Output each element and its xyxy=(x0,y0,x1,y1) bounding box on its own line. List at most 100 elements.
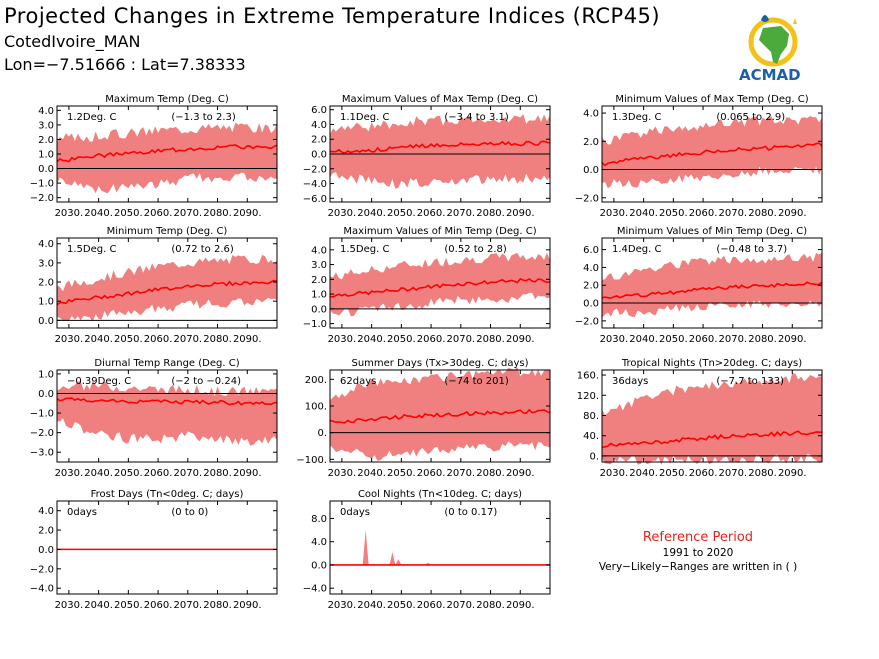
x-tick-label: 2040. xyxy=(629,334,658,345)
y-tick-label: −100. xyxy=(296,455,327,466)
x-tick-label: 2030. xyxy=(328,468,357,479)
x-tick-label: 2030. xyxy=(600,468,629,479)
y-tick-label: −6.0 xyxy=(303,194,327,205)
likely-range-band xyxy=(57,122,277,194)
y-tick-label: −3.0 xyxy=(30,448,54,459)
median-series-line xyxy=(329,277,551,298)
y-tick-label: 0.0 xyxy=(583,165,599,176)
likely-range-label: (−1.3 to 2.3) xyxy=(171,112,235,123)
median-series-line xyxy=(601,142,823,167)
y-tick-label: −2.0 xyxy=(30,428,54,439)
y-tick-label: 0.0 xyxy=(311,150,327,161)
x-tick-label: 2080. xyxy=(748,334,777,345)
median-series-line xyxy=(329,140,551,154)
x-tick-label: 2060. xyxy=(689,468,718,479)
plot-frame xyxy=(329,369,551,463)
x-tick-label: 2080. xyxy=(203,600,232,611)
y-tick-label: 4.0 xyxy=(583,263,599,274)
y-tick-label: 3.0 xyxy=(311,260,327,271)
x-tick-label: 2080. xyxy=(748,468,777,479)
y-tick-label: 0. xyxy=(317,428,327,439)
x-tick-label: 2050. xyxy=(659,468,688,479)
y-tick-label: 100. xyxy=(305,402,327,413)
x-tick-label: 2080. xyxy=(203,334,232,345)
y-tick-label: 2.0 xyxy=(583,137,599,148)
x-tick-label: 2070. xyxy=(173,600,202,611)
y-tick-label: 200. xyxy=(305,375,327,386)
panel-title: Frost Days (Tn<0deg. C; days) xyxy=(91,489,244,500)
x-tick-label: 2050. xyxy=(114,600,143,611)
x-tick-label: 2060. xyxy=(417,208,446,219)
x-tick-label: 2090. xyxy=(778,208,807,219)
x-tick-label: 2050. xyxy=(659,208,688,219)
y-tick-label: 0.0 xyxy=(311,560,327,571)
x-tick-label: 2050. xyxy=(114,468,143,479)
y-tick-label: 2.0 xyxy=(38,526,54,537)
x-tick-label: 2040. xyxy=(357,468,386,479)
x-tick-label: 2050. xyxy=(387,334,416,345)
x-tick-label: 2080. xyxy=(476,468,505,479)
x-tick-label: 2060. xyxy=(417,600,446,611)
likely-range-band xyxy=(602,252,822,319)
y-tick-label: 0.0 xyxy=(38,316,54,327)
y-tick-label: 4.0 xyxy=(311,120,327,131)
median-change-label: 0days xyxy=(67,507,97,518)
x-tick-label: 2080. xyxy=(476,600,505,611)
x-tick-label: 2080. xyxy=(476,334,505,345)
likely-range-label: (−74 to 201) xyxy=(444,376,508,387)
y-tick-label: 4.0 xyxy=(38,106,54,117)
acmad-logo-text: ACMAD xyxy=(739,66,801,84)
y-tick-label: 120. xyxy=(577,391,599,402)
x-tick-label: 2030. xyxy=(55,600,84,611)
x-tick-label: 2090. xyxy=(233,600,262,611)
y-tick-label: 0.0 xyxy=(311,304,327,315)
plot-frame xyxy=(56,500,278,595)
likely-range-band xyxy=(330,114,550,189)
x-tick-label: 2070. xyxy=(718,468,747,479)
x-tick-label: 2070. xyxy=(446,468,475,479)
x-tick-label: 2040. xyxy=(629,208,658,219)
location-name: CotedIvoire_MAN xyxy=(4,32,141,51)
x-tick-label: 2050. xyxy=(659,334,688,345)
y-tick-label: 6.0 xyxy=(583,245,599,256)
panel-title: Tropical Nights (Tn>20deg. C; days) xyxy=(621,358,802,369)
y-tick-label: 0.0 xyxy=(38,164,54,175)
y-tick-label: 0.0 xyxy=(583,299,599,310)
y-tick-label: 8.0 xyxy=(311,514,327,525)
likely-range-label: (−7.7 to 133) xyxy=(716,376,784,387)
page-title: Projected Changes in Extreme Temperature… xyxy=(4,4,661,28)
median-change-label: 1.4Deg. C xyxy=(612,244,661,255)
likely-range-label: (0 to 0) xyxy=(171,507,208,518)
panel-title: Summer Days (Tx>30deg. C; days) xyxy=(351,358,528,369)
x-tick-label: 2040. xyxy=(629,468,658,479)
y-tick-label: 0. xyxy=(589,451,599,462)
y-tick-label: 1.0 xyxy=(38,150,54,161)
median-change-label: −0.39Deg. C xyxy=(67,376,131,387)
x-tick-label: 2040. xyxy=(357,334,386,345)
y-tick-label: 40. xyxy=(583,431,599,442)
x-tick-label: 2090. xyxy=(778,334,807,345)
x-tick-label: 2030. xyxy=(55,468,84,479)
x-tick-label: 2070. xyxy=(173,468,202,479)
y-tick-label: 4.0 xyxy=(311,245,327,256)
panel-title: Maximum Temp (Deg. C) xyxy=(105,94,229,105)
median-change-label: 1.2Deg. C xyxy=(67,112,116,123)
acmad-logo: ACMAD xyxy=(739,15,801,84)
y-tick-label: 0.0 xyxy=(38,389,54,400)
plot-frame xyxy=(601,105,823,203)
y-tick-label: 6.0 xyxy=(311,105,327,116)
y-tick-label: −2.0 xyxy=(30,193,54,204)
plot-frame xyxy=(56,369,278,463)
x-tick-label: 2060. xyxy=(144,334,173,345)
x-tick-label: 2040. xyxy=(84,208,113,219)
y-tick-label: −2.0 xyxy=(30,564,54,575)
y-tick-label: 4.0 xyxy=(311,537,327,548)
y-tick-label: 80. xyxy=(583,411,599,422)
y-tick-label: 3.0 xyxy=(38,120,54,131)
